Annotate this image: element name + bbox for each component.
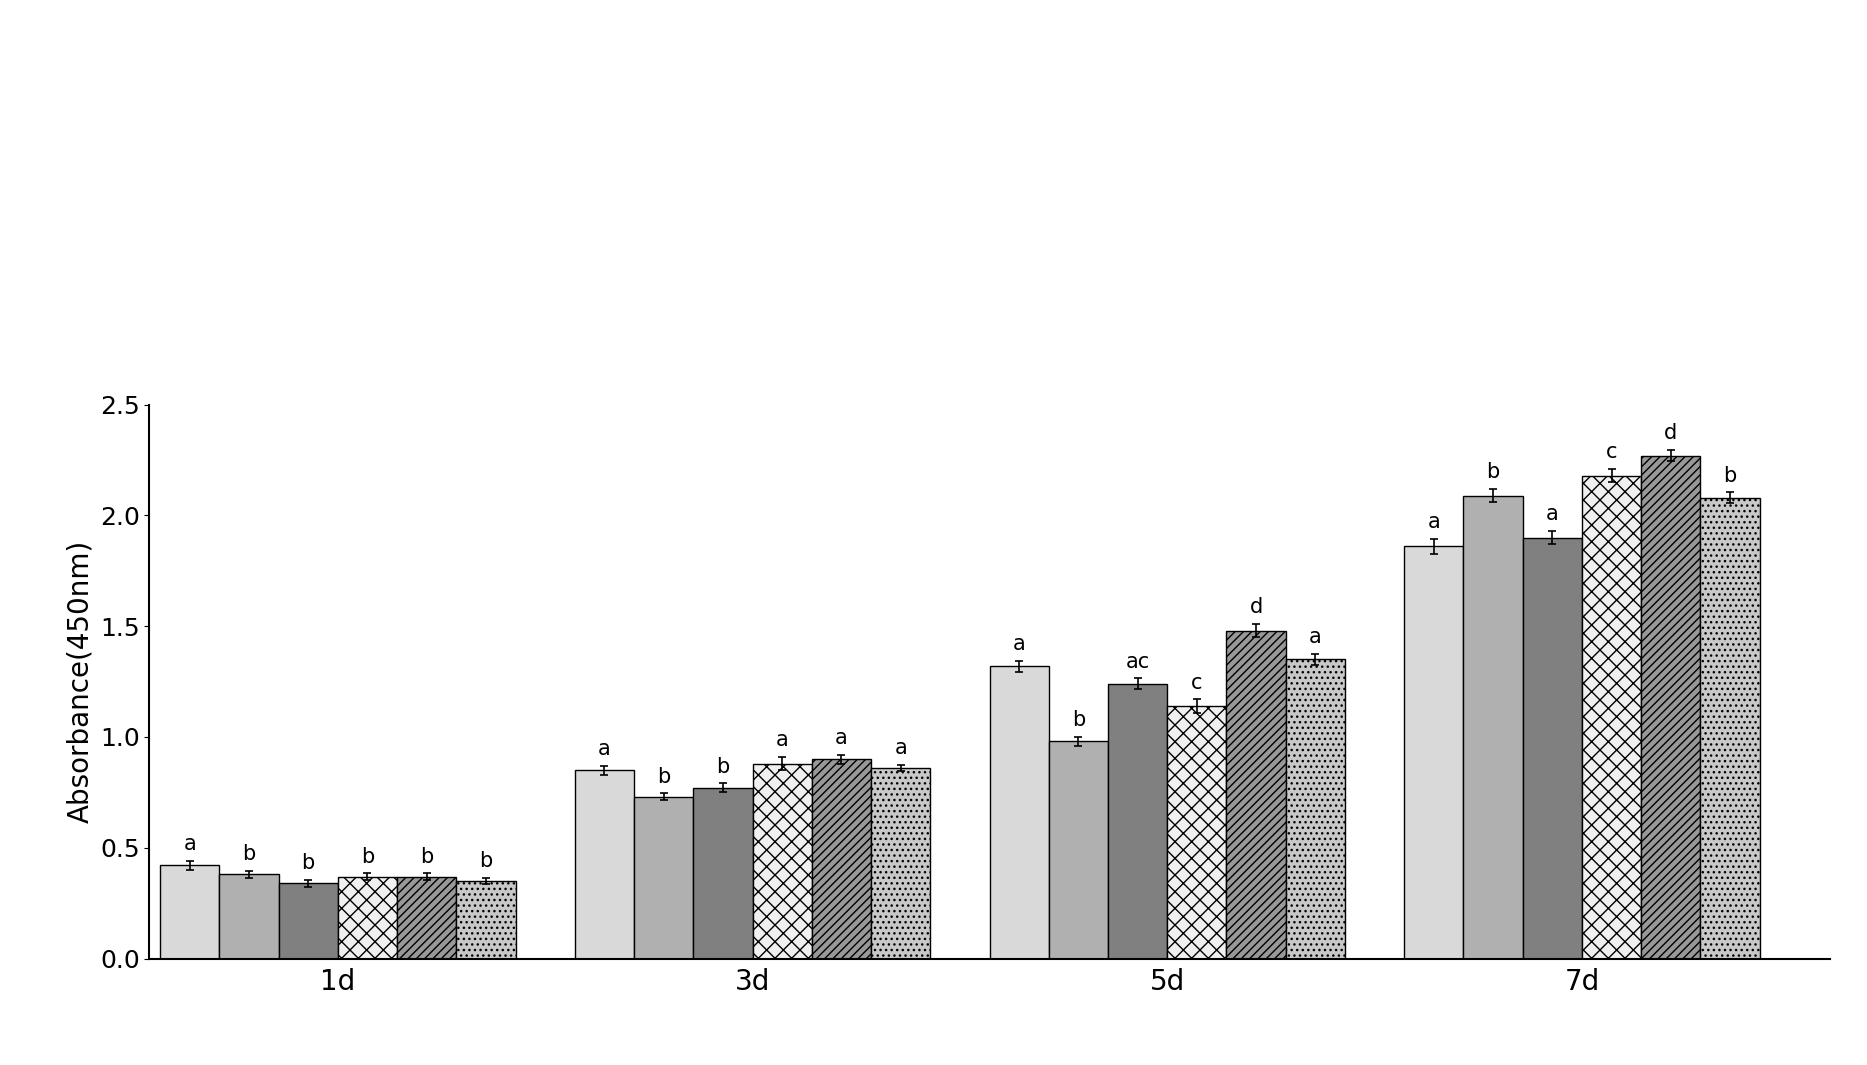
Bar xyxy=(635,797,693,958)
Text: a: a xyxy=(1428,512,1439,532)
Bar xyxy=(812,759,872,958)
Bar xyxy=(1523,538,1581,958)
Text: b: b xyxy=(420,847,433,867)
Text: ac: ac xyxy=(1126,652,1150,672)
Text: d: d xyxy=(1663,424,1677,443)
Text: b: b xyxy=(302,853,316,873)
Text: a: a xyxy=(1309,627,1322,648)
Bar xyxy=(1227,630,1286,958)
Text: a: a xyxy=(597,739,611,759)
Text: b: b xyxy=(657,767,670,787)
Bar xyxy=(1167,706,1227,958)
Bar xyxy=(338,876,398,959)
Bar xyxy=(1641,456,1701,958)
Text: d: d xyxy=(1249,597,1262,618)
Bar xyxy=(872,768,930,958)
Bar xyxy=(1286,659,1344,958)
Y-axis label: Absorbance(450nm): Absorbance(450nm) xyxy=(65,540,93,823)
Text: c: c xyxy=(1191,673,1202,692)
Bar xyxy=(1701,497,1759,958)
Bar xyxy=(456,881,515,959)
Bar xyxy=(575,770,635,958)
Bar xyxy=(398,876,456,959)
Text: b: b xyxy=(243,845,256,865)
Text: a: a xyxy=(835,728,848,748)
Text: b: b xyxy=(480,851,493,871)
Bar xyxy=(1049,741,1107,958)
Text: b: b xyxy=(717,757,730,776)
Text: b: b xyxy=(1072,710,1085,731)
Text: b: b xyxy=(360,847,373,867)
Bar xyxy=(1107,684,1167,958)
Text: b: b xyxy=(1486,462,1499,482)
Bar xyxy=(693,788,752,958)
Bar xyxy=(161,866,220,958)
Text: a: a xyxy=(894,738,907,758)
Text: c: c xyxy=(1606,442,1617,462)
Text: a: a xyxy=(1012,634,1025,654)
Bar xyxy=(990,666,1049,958)
Bar xyxy=(278,883,338,958)
Text: a: a xyxy=(777,731,788,750)
Bar xyxy=(1464,495,1523,958)
Text: b: b xyxy=(1723,465,1736,486)
Text: a: a xyxy=(183,834,196,854)
Bar xyxy=(752,764,812,959)
Text: a: a xyxy=(1546,505,1559,524)
Bar xyxy=(1581,476,1641,958)
Bar xyxy=(1404,546,1464,958)
Bar xyxy=(220,874,278,958)
